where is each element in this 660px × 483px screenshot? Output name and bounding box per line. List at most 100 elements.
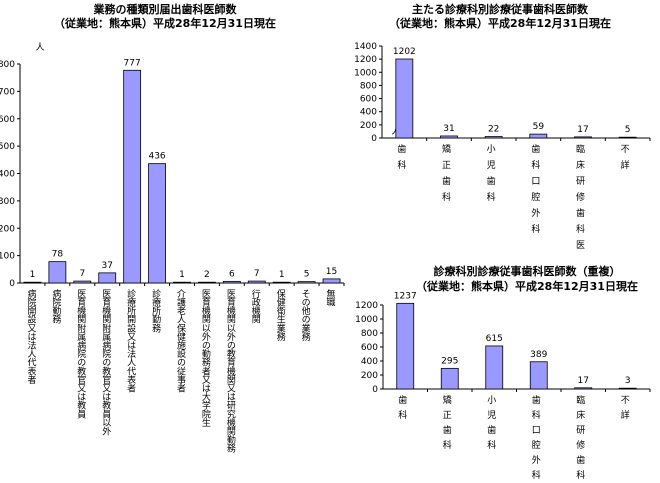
chart3-bar bbox=[574, 387, 593, 390]
chart1-category-label: 行政機関 bbox=[250, 288, 261, 325]
chart2-category-label: 小児歯科 bbox=[485, 144, 496, 208]
chart1-subtitle: （従業地：熊本県）平成28年12月31日現在 bbox=[54, 16, 276, 30]
chart3-category-label: 臨床研修歯科医 bbox=[574, 394, 585, 483]
chart2-value-label: 17 bbox=[577, 125, 588, 135]
chart3-bar bbox=[485, 345, 504, 390]
chart1-y-tick-label: 500 bbox=[0, 142, 15, 152]
chart3-y-tick-label: 1000 bbox=[355, 315, 378, 325]
chart3-value-label: 17 bbox=[578, 376, 589, 386]
chart3-y-tick-label: 800 bbox=[361, 329, 378, 339]
chart3-bar bbox=[529, 361, 548, 390]
chart1-y-tick-label: 400 bbox=[0, 170, 15, 180]
chart-by-work-type: 業務の種類別届出歯科医師数 （従業地：熊本県）平成28年12月31日現在 0 10… bbox=[0, 2, 345, 454]
chart3-bar bbox=[618, 387, 637, 390]
chart1-y-tick-label: 800 bbox=[0, 60, 15, 70]
chart3-bar bbox=[396, 302, 415, 390]
chart1-value-label: 436 bbox=[148, 152, 165, 162]
chart1-category-label: その他の業務 bbox=[300, 289, 311, 342]
chart-by-specialty-overlap: 診療科別診療従事歯科医師数（重複） （従業地：熊本県）平成28年12月31日現在… bbox=[355, 264, 651, 483]
chart3-subtitle: （従業地：熊本県）平成28年12月31日現在 bbox=[416, 279, 638, 293]
chart2-value-label: 31 bbox=[443, 124, 454, 134]
chart1-bar bbox=[48, 261, 67, 284]
chart1-value-label: 777 bbox=[124, 58, 141, 68]
chart1-bar bbox=[222, 280, 241, 284]
chart1-y-tick-label: 700 bbox=[0, 87, 15, 97]
chart1-category-label: 診療所勤務 bbox=[150, 288, 161, 333]
chart1-category-label: 介護老人保健施設の従事者 bbox=[175, 289, 186, 393]
chart1-bar bbox=[148, 163, 166, 284]
chart3-category-label: 歯科 bbox=[396, 394, 407, 425]
chart2-bar bbox=[574, 136, 592, 139]
chart3-y-tick-label: 400 bbox=[361, 357, 378, 367]
chart-by-main-specialty: 主たる診療科別診療従事歯科医師数 （従業地：熊本県）平成28年12月31日現在 … bbox=[354, 2, 651, 256]
chart2-y-tick-label: 400 bbox=[360, 108, 377, 118]
chart1-bar bbox=[322, 278, 341, 284]
chart2-bar bbox=[618, 136, 637, 139]
chart1-y-tick-label: 200 bbox=[0, 224, 15, 234]
chart3-y-tick-label: 200 bbox=[361, 371, 378, 381]
chart3-value-label: 1237 bbox=[394, 291, 417, 301]
chart2-category-label: 臨床研修歯科医 bbox=[574, 143, 585, 256]
chart2-y-tick-label: 1400 bbox=[354, 42, 377, 52]
chart1-category-label: 医育機関附属病院の教官又は教員以外 bbox=[100, 289, 111, 437]
chart2-y-tick-label: 600 bbox=[360, 95, 377, 105]
chart2-y-tick-label: 200 bbox=[360, 121, 377, 131]
chart2-category-label: 歯科口腔外科 bbox=[529, 143, 540, 240]
chart2-bar bbox=[529, 133, 548, 139]
chart2-bar bbox=[484, 136, 503, 139]
chart1-value-label: 7 bbox=[254, 269, 260, 279]
chart1-value-label: 6 bbox=[229, 269, 235, 279]
chart1-y-tick-label: 0 bbox=[9, 279, 15, 289]
chart2-y-tick-label: 1000 bbox=[354, 68, 377, 78]
chart3-y-tick-label: 600 bbox=[361, 343, 378, 353]
chart2-subtitle: （従業地：熊本県）平成28年12月31日現在 bbox=[389, 16, 611, 30]
chart2-value-label: 1202 bbox=[393, 47, 416, 57]
chart1-bar bbox=[23, 281, 42, 284]
chart3-category-label: 小児歯科 bbox=[485, 395, 496, 455]
chart1-category-label: 医育機関以外の勤務者又は大学院生 bbox=[200, 289, 211, 427]
chart2-value-label: 59 bbox=[533, 122, 545, 132]
chart3-y-tick-label: 0 bbox=[372, 385, 378, 395]
chart3-category-label: 歯科口腔外科 bbox=[530, 394, 541, 483]
chart1-bar bbox=[73, 280, 92, 284]
chart1-bar bbox=[297, 281, 316, 284]
chart2-y-tick-label: 1200 bbox=[354, 55, 377, 65]
chart1-category-label: 病院開設又は法人代表者 bbox=[25, 288, 36, 384]
chart1-y-tick-label: 300 bbox=[0, 197, 15, 207]
chart2-category-label: 不詳 bbox=[619, 144, 630, 176]
chart2-bar bbox=[395, 58, 414, 139]
chart2-category-label: 歯科 bbox=[395, 143, 406, 176]
chart3-category-label: 矯正歯科 bbox=[441, 394, 452, 455]
chart1-value-label: 5 bbox=[304, 270, 310, 280]
chart3-title: 診療科別診療従事歯科医師数（重複） bbox=[434, 264, 621, 278]
chart1-value-label: 1 bbox=[179, 270, 185, 280]
chart2-value-label: 5 bbox=[625, 125, 631, 135]
chart1-category-label: 医育機関附属病院の教官又は教員 bbox=[75, 289, 86, 419]
chart1-bar bbox=[173, 281, 191, 284]
chart2-bar bbox=[440, 135, 458, 139]
chart3-value-label: 295 bbox=[441, 356, 458, 366]
chart1-value-label: 2 bbox=[204, 270, 210, 280]
chart1-value-label: 7 bbox=[79, 269, 85, 279]
chart2-y-tick-label: 0 bbox=[371, 134, 377, 144]
chart2-title: 主たる診療科別診療従事歯科医師数 bbox=[412, 2, 589, 16]
chart1-title: 業務の種類別届出歯科医師数 bbox=[93, 2, 238, 16]
chart1-bar bbox=[198, 281, 216, 284]
chart1-unit-label: 人 bbox=[35, 42, 44, 53]
chart1-y-tick-label: 600 bbox=[0, 115, 15, 125]
chart3-bar bbox=[440, 367, 459, 390]
chart1-bar bbox=[123, 69, 142, 284]
chart2-value-label: 22 bbox=[488, 125, 499, 135]
chart1-category-label: 診療所開設又は法人代表者 bbox=[125, 288, 136, 393]
chart1-bar bbox=[98, 272, 117, 284]
chart2-category-label: 矯正歯科 bbox=[440, 143, 451, 208]
chart1-bar bbox=[272, 281, 291, 284]
chart1-y-tick-label: 100 bbox=[0, 252, 15, 262]
chart1-value-label: 78 bbox=[52, 250, 64, 260]
chart3-value-label: 389 bbox=[530, 350, 547, 360]
chart1-category-label: 無職 bbox=[325, 288, 336, 308]
chart3-value-label: 3 bbox=[625, 376, 631, 386]
chart1-value-label: 37 bbox=[102, 261, 113, 271]
chart1-category-label: 病院勤務 bbox=[50, 288, 61, 325]
